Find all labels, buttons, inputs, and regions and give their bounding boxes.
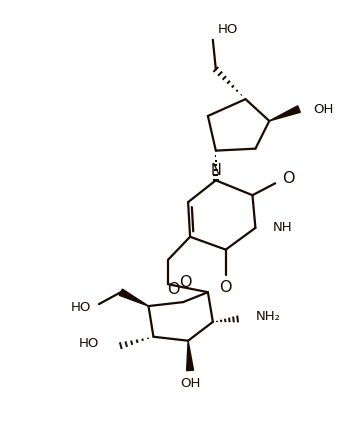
Text: O: O (282, 171, 295, 186)
Text: O: O (219, 280, 232, 295)
Text: HO: HO (79, 337, 99, 350)
Text: O: O (167, 282, 180, 297)
Text: OH: OH (313, 103, 333, 115)
Text: NH: NH (273, 222, 293, 234)
Text: HO: HO (218, 23, 238, 36)
Polygon shape (187, 341, 193, 371)
Text: OH: OH (180, 377, 200, 390)
Text: N: N (210, 163, 221, 178)
Text: NH₂: NH₂ (255, 311, 280, 323)
Polygon shape (119, 289, 149, 306)
Polygon shape (269, 106, 300, 121)
Text: O: O (179, 275, 191, 290)
Text: HO: HO (71, 301, 91, 314)
